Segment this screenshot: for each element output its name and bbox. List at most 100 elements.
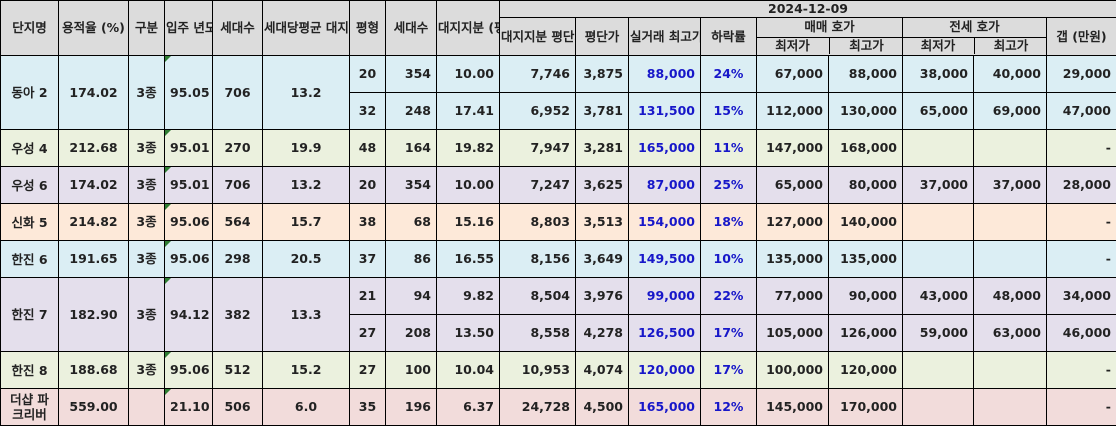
jeonse-min-cell [902, 240, 974, 278]
table-row: 27 208 13.50 8,558 4,278 126,500 17% 105,000 126… [0, 314, 1116, 352]
land-price-per-pyeong-cell: 8,504 [499, 277, 576, 315]
header-jeonse-asking-title: 전세 호가 [949, 19, 1000, 34]
header-gap: 갭 (만원) [1046, 17, 1116, 56]
gap-cell: 34,000 [1046, 277, 1116, 315]
jeonse-max-cell [973, 129, 1047, 167]
real-trade-max-cell: 165,000 [628, 388, 701, 426]
table-row: 32 248 17.41 6,952 3,781 131,500 15% 112,000 130… [0, 92, 1116, 130]
header-zone: 구분 [128, 0, 165, 56]
jeonse-max-cell [973, 240, 1047, 278]
jeonse-max-cell [973, 203, 1047, 241]
header-jeonse-min: 최저가 [904, 38, 975, 54]
real-trade-max-cell: 87,000 [628, 166, 701, 204]
zone-cell: 3종 [128, 129, 165, 167]
avg-land-share-cell: 6.0 [262, 388, 350, 426]
drop-rate-cell: 18% [700, 203, 757, 241]
land-price-per-pyeong-cell: 7,746 [499, 55, 576, 93]
unit-households-cell: 354 [385, 55, 437, 93]
jeonse-max-cell [973, 351, 1047, 389]
real-trade-max-cell: 165,000 [628, 129, 701, 167]
sale-max-cell: 80,000 [828, 166, 903, 204]
pyeong-cell: 38 [349, 203, 386, 241]
jeonse-max-cell: 63,000 [973, 314, 1047, 352]
header-unit-households: 세대수 [385, 0, 437, 56]
unit-households-cell: 248 [385, 92, 437, 130]
jeonse-min-cell: 43,000 [902, 277, 974, 315]
real-trade-max-cell: 99,000 [628, 277, 701, 315]
zone-cell: 3종 [128, 351, 165, 389]
zone-cell: 3종 [128, 203, 165, 241]
sale-min-cell: 145,000 [756, 388, 829, 426]
land-share-cell: 9.82 [436, 277, 500, 315]
jeonse-min-cell [902, 351, 974, 389]
land-price-per-pyeong-cell: 10,953 [499, 351, 576, 389]
land-price-per-pyeong-cell: 7,947 [499, 129, 576, 167]
floor-area-ratio-cell: 559.00 [58, 388, 129, 426]
header-land-share: 대지지분 (평) [436, 0, 500, 56]
move-in-year-cell: 95.05 [164, 55, 213, 130]
pyeong-cell: 48 [349, 129, 386, 167]
land-price-per-pyeong-cell: 8,558 [499, 314, 576, 352]
total-households-cell: 298 [212, 240, 263, 278]
price-per-pyeong-cell: 3,781 [575, 92, 629, 130]
price-per-pyeong-cell: 4,500 [575, 388, 629, 426]
table-row: 우성 6 174.02 3종 95.01 706 13.2 20 354 10.00 7,247 3… [0, 166, 1116, 204]
header-land-price-per-pyeong: 대지지분 평단가 [499, 17, 576, 56]
header-sale-asking-title: 매매 호가 [804, 19, 855, 34]
sale-min-cell: 65,000 [756, 166, 829, 204]
table-body: 동아 2 174.02 3종 95.05 706 13.2 20 354 10.00 7,746 3… [0, 55, 1116, 426]
total-households-cell: 706 [212, 166, 263, 204]
header-jeonse-asking: 전세 호가 최저가 최고가 [902, 17, 1047, 56]
unit-households-cell: 354 [385, 166, 437, 204]
unit-households-cell: 164 [385, 129, 437, 167]
avg-land-share-cell: 13.2 [262, 55, 350, 130]
real-trade-max-cell: 88,000 [628, 55, 701, 93]
sale-min-cell: 105,000 [756, 314, 829, 352]
header-pyeong-type: 평형 [349, 0, 386, 56]
table-row: 한진 6 191.65 3종 95.06 298 20.5 37 86 16.55 8,156 3,… [0, 240, 1116, 278]
header-sale-max: 최고가 [849, 38, 884, 53]
avg-land-share-cell: 15.7 [262, 203, 350, 241]
total-households-cell: 512 [212, 351, 263, 389]
land-price-per-pyeong-cell: 24,728 [499, 388, 576, 426]
real-trade-max-cell: 154,000 [628, 203, 701, 241]
land-share-cell: 17.41 [436, 92, 500, 130]
header-date: 2024-12-09 [499, 0, 1116, 18]
pyeong-cell: 37 [349, 240, 386, 278]
move-in-year-cell: 95.01 [164, 166, 213, 204]
header-sale-min: 최저가 [758, 38, 830, 54]
complex-name-cell: 더샵 파크리버 [0, 388, 59, 426]
drop-rate-cell: 17% [700, 314, 757, 352]
complex-name-cell: 한진 7 [0, 277, 59, 352]
header-real-trade-max: 실거래 최고가 [628, 17, 701, 56]
floor-area-ratio-cell: 174.02 [58, 166, 129, 204]
land-share-cell: 19.82 [436, 129, 500, 167]
sale-max-cell: 88,000 [828, 55, 903, 93]
unit-households-cell: 100 [385, 351, 437, 389]
jeonse-max-cell: 48,000 [973, 277, 1047, 315]
floor-area-ratio-cell: 188.68 [58, 351, 129, 389]
land-share-cell: 16.55 [436, 240, 500, 278]
gap-cell: - [1046, 351, 1116, 389]
header-floor-area-ratio: 용적율 (%) [58, 0, 129, 56]
sale-min-cell: 135,000 [756, 240, 829, 278]
total-households-cell: 564 [212, 203, 263, 241]
jeonse-max-cell: 40,000 [973, 55, 1047, 93]
table-row: 신화 5 214.82 3종 95.06 564 15.7 38 68 15.16 8,803 3,… [0, 203, 1116, 241]
floor-area-ratio-cell: 182.90 [58, 277, 129, 352]
sale-min-cell: 77,000 [756, 277, 829, 315]
real-trade-max-cell: 126,500 [628, 314, 701, 352]
pyeong-cell: 27 [349, 314, 386, 352]
gap-cell: - [1046, 240, 1116, 278]
land-price-per-pyeong-cell: 7,247 [499, 166, 576, 204]
avg-land-share-cell: 13.2 [262, 166, 350, 204]
sale-max-cell: 135,000 [828, 240, 903, 278]
land-share-cell: 6.37 [436, 388, 500, 426]
pyeong-cell: 27 [349, 351, 386, 389]
complex-name-cell: 우성 4 [0, 129, 59, 167]
pyeong-cell: 20 [349, 166, 386, 204]
drop-rate-cell: 24% [700, 55, 757, 93]
header-complex-name: 단지명 [0, 0, 59, 56]
land-share-cell: 13.50 [436, 314, 500, 352]
